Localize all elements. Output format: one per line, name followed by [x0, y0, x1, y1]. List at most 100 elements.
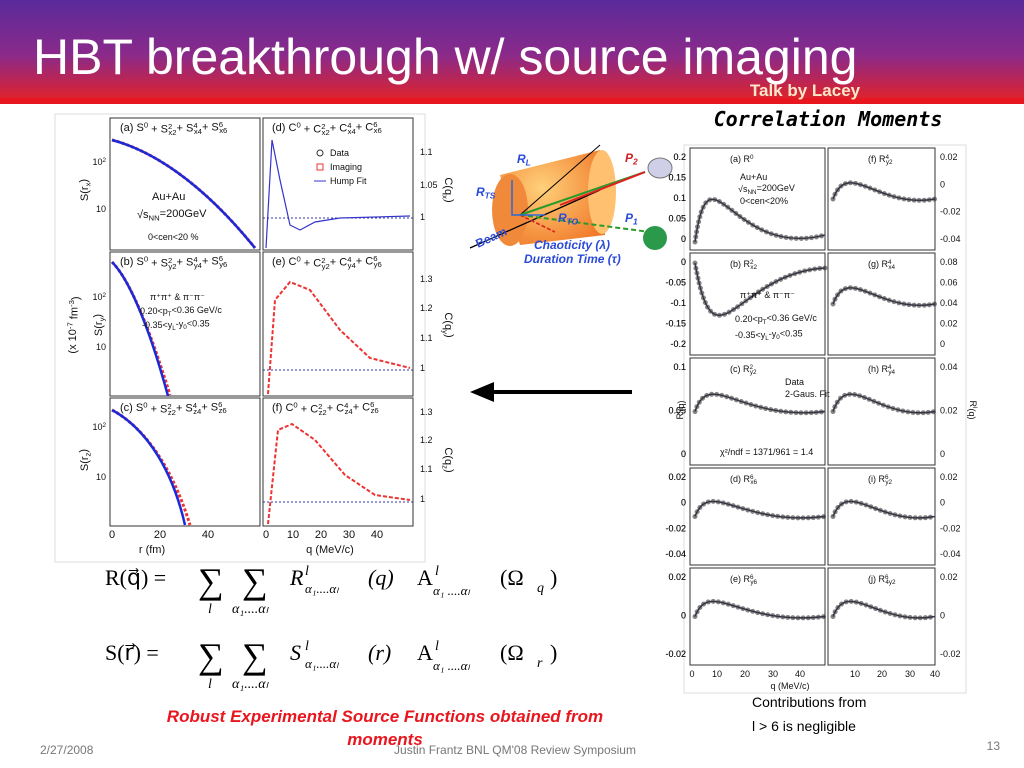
text-piece: 2: [318, 402, 322, 411]
y-tick-label: 0.1: [673, 362, 686, 372]
text-piece: NN: [149, 213, 160, 222]
footer-date: 2/27/2008: [40, 743, 94, 757]
y-tick-label: 102: [92, 157, 106, 167]
y-tick-label: -0.04: [940, 234, 961, 244]
text-piece: -7: [66, 322, 75, 329]
text-piece: fm: [68, 307, 80, 322]
text-piece: C(q: [442, 447, 454, 465]
y2-axis-title: C(qy): [441, 312, 455, 337]
text-piece: + S: [148, 123, 168, 135]
text-piece: R: [675, 412, 685, 419]
label: (g) R4 x4: [868, 259, 896, 271]
text-piece: z2: [168, 408, 176, 417]
y-tick-label: 0: [940, 449, 945, 459]
text-piece: + S: [202, 256, 219, 268]
label: (f) C0 + C2 z2+ C4 z4+ C6 z6: [272, 400, 379, 417]
text-piece: x: [441, 195, 450, 199]
x-tick-label: 10: [287, 529, 299, 541]
y-axis-title: Rl(q): [675, 401, 686, 420]
note: l > 6 is negligible: [752, 718, 856, 734]
y-tick-label: -0.05: [665, 278, 686, 288]
text-piece: y6: [219, 260, 227, 269]
text-piece: 4: [886, 154, 890, 161]
annotation: Au+Au: [152, 191, 185, 203]
panel-frame: [689, 147, 826, 251]
text-piece: z4: [193, 407, 202, 416]
talk-note: Talk by Lacey: [750, 81, 861, 100]
text-piece: TS: [485, 191, 496, 201]
text-piece: 10: [92, 157, 102, 167]
panel-frame: [262, 117, 414, 251]
curve: [265, 139, 411, 249]
text-piece: + C: [356, 256, 373, 268]
y-tick-label: 0.02: [668, 472, 686, 482]
superscript: l: [305, 639, 309, 654]
text-piece: 0: [144, 121, 148, 130]
text-piece: 4y2: [885, 579, 896, 586]
y-axis-title: S(ry): [92, 314, 106, 336]
text-piece: T: [168, 311, 172, 318]
text-piece: (j) R: [868, 574, 885, 584]
annotation: π⁺π⁺ & π⁻π⁻: [740, 290, 795, 300]
text-piece: + S: [177, 256, 194, 268]
y-tick-label: 0: [681, 234, 686, 244]
text-piece: + S: [148, 257, 168, 269]
y-tick-label: 0.04: [940, 298, 958, 308]
y-tick-label: 0.02: [940, 472, 958, 482]
text-piece: y2: [885, 479, 892, 486]
text-piece: 0: [143, 401, 147, 410]
text-piece: 6: [218, 400, 222, 409]
text-piece: 6: [885, 574, 889, 581]
header-rule: [0, 98, 1024, 104]
label: (a) R0: [730, 154, 754, 164]
annotation: 0.20<pT<0.36 GeV/c: [735, 313, 817, 326]
curve: [111, 408, 187, 526]
annotation: 0<cen<20 %: [148, 232, 199, 242]
text-piece: (f) R: [868, 154, 886, 164]
sum-index: l: [208, 677, 212, 692]
panel-frame: [109, 397, 261, 527]
text-piece: x4: [194, 127, 203, 136]
text-piece: 0.20<p: [735, 314, 763, 324]
text-piece: 6: [750, 574, 754, 581]
text-piece: 4: [347, 255, 352, 264]
text-piece: S(r: [93, 321, 105, 336]
subscript: α₁ ....αₗ: [433, 658, 470, 673]
argument: (Ω: [500, 640, 524, 665]
text-piece: (b) R: [730, 259, 751, 269]
text-piece: S(r: [79, 456, 91, 471]
y-tick-label: 1.3: [420, 274, 433, 284]
label: (b) S0 + S2 y2+ S4 y4+ S6 y6: [120, 254, 227, 271]
text-piece: y: [97, 317, 106, 321]
text-piece: -y: [176, 319, 184, 329]
y-axis-title: Rl(q): [967, 401, 978, 420]
y-tick-label: 0.02: [940, 152, 958, 162]
argument: (Ω: [500, 565, 524, 590]
x-tick-label: 20: [740, 669, 750, 679]
text-piece: y2: [168, 262, 176, 271]
text-piece: -y: [769, 329, 777, 339]
function: S: [290, 640, 301, 665]
text-piece: + S: [148, 403, 168, 415]
label: (e) C0 + C2 y2+ C4 y4+ C6 y6: [272, 254, 382, 271]
text-piece: -0.35<y: [142, 320, 173, 330]
x-tick-label: 40: [795, 669, 805, 679]
x-tick-label: 30: [343, 529, 355, 541]
text-piece: 0: [296, 255, 300, 264]
label: RL: [517, 152, 531, 168]
text-piece: (g) R: [868, 259, 889, 269]
y-tick-label: 1.1: [420, 147, 433, 157]
text-piece: L: [765, 335, 769, 342]
y-tick-label: 0: [681, 257, 686, 267]
y-tick-label: 0: [940, 498, 945, 508]
text-piece: y6: [374, 260, 382, 269]
y-axis-title: (x 10-7 fm-3): [66, 296, 82, 353]
right-figure: [683, 144, 967, 694]
y-tick-label: -0.02: [665, 649, 686, 659]
text-piece: 10: [92, 422, 102, 432]
note: Contributions from: [752, 694, 866, 710]
superscript: l: [435, 639, 439, 654]
annotation: π⁺π⁺ & π⁻π⁻: [150, 292, 205, 302]
text-piece: 2: [168, 256, 172, 265]
